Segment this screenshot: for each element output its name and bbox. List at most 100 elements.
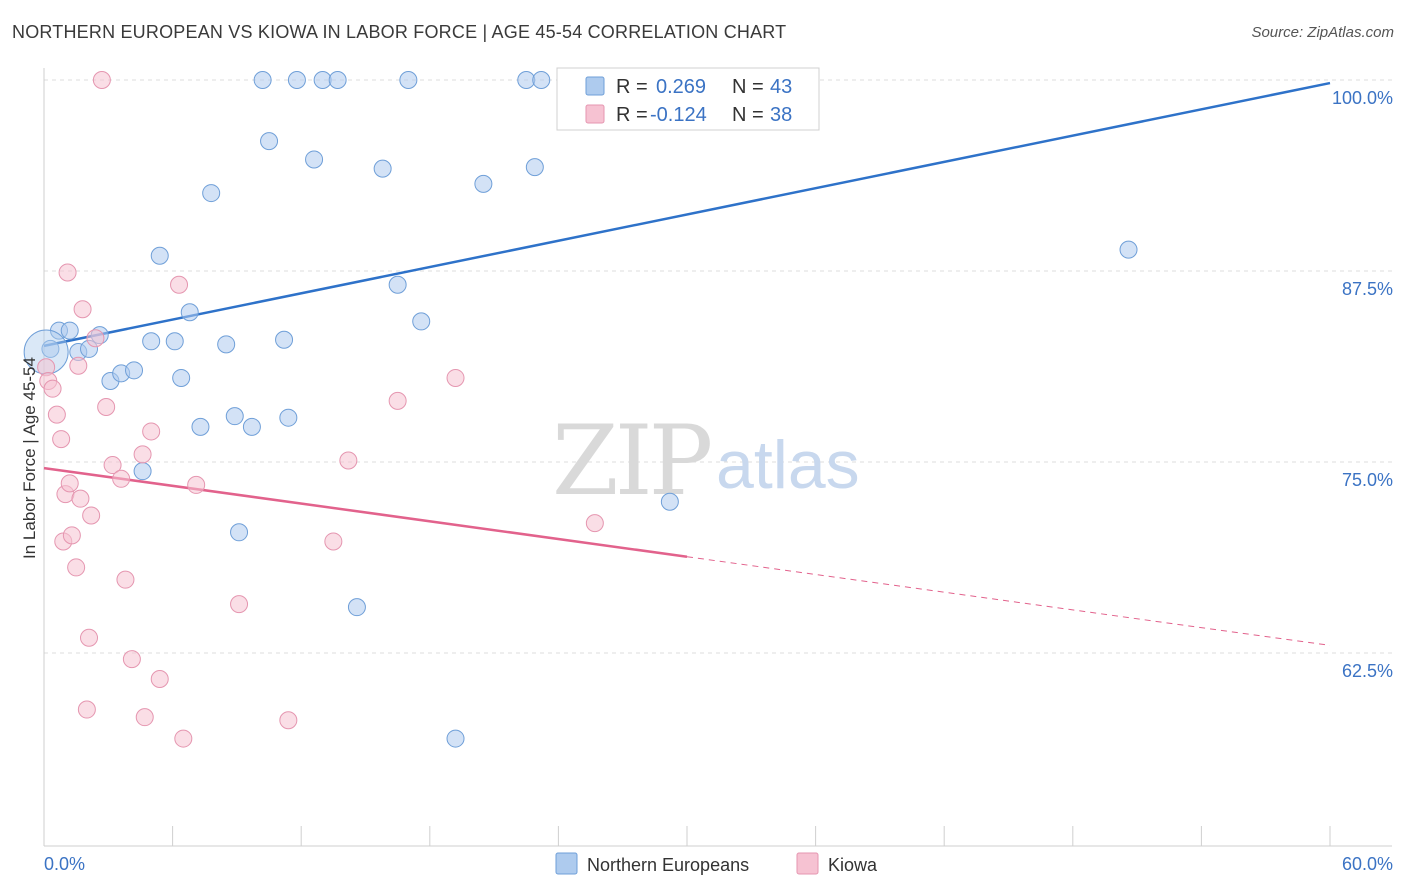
point-kiowa: [67, 558, 86, 577]
x-tick-labels: 0.0% 60.0%: [44, 854, 1393, 874]
point-kiowa: [71, 489, 90, 508]
point-northern-europeans: [399, 71, 418, 89]
point-kiowa: [92, 71, 111, 89]
x-tick-label: 60.0%: [1342, 854, 1393, 874]
point-northern-europeans: [313, 71, 332, 89]
point-kiowa: [82, 506, 101, 525]
point-northern-europeans: [305, 150, 324, 169]
point-kiowa: [52, 430, 71, 449]
point-kiowa: [230, 595, 249, 614]
watermark-atlas: atlas: [716, 427, 860, 503]
point-kiowa: [73, 300, 92, 319]
point-kiowa: [187, 475, 206, 494]
point-kiowa: [58, 263, 77, 282]
legend-n-label: N =: [732, 104, 764, 126]
point-northern-europeans: [474, 174, 493, 193]
point-kiowa: [80, 628, 99, 647]
point-kiowa: [77, 700, 96, 719]
trendline-kiowa-extrapolated: [686, 556, 1331, 646]
point-kiowa: [150, 669, 169, 688]
point-kiowa: [170, 275, 189, 294]
point-kiowa: [97, 397, 116, 416]
point-kiowa: [446, 368, 465, 387]
point-kiowa: [174, 729, 193, 748]
point-northern-europeans: [60, 321, 79, 340]
point-northern-europeans: [279, 408, 298, 427]
point-northern-europeans: [242, 417, 261, 436]
y-axis-title: In Labor Force | Age 45-54: [20, 357, 39, 559]
point-northern-europeans: [660, 492, 679, 511]
bottom-legend-label: Northern Europeans: [587, 855, 749, 875]
point-kiowa: [339, 451, 358, 470]
legend-r-value: 0.269: [656, 76, 706, 98]
y-tick-labels: 100.0% 87.5% 75.0% 62.5%: [1332, 88, 1393, 681]
bottom-legend-label: Kiowa: [828, 855, 878, 875]
chart-title: NORTHERN EUROPEAN VS KIOWA IN LABOR FORC…: [12, 22, 787, 42]
point-northern-europeans: [165, 332, 184, 351]
point-kiowa: [279, 711, 298, 730]
point-northern-europeans: [253, 71, 272, 89]
point-kiowa: [133, 445, 152, 464]
legend-r-value: -0.124: [650, 104, 707, 126]
y-tick-label: 100.0%: [1332, 88, 1393, 108]
point-northern-europeans: [225, 407, 244, 426]
trendlines: [43, 81, 1331, 646]
point-northern-europeans: [142, 332, 161, 351]
gridlines: [44, 79, 1392, 654]
point-northern-europeans: [1119, 240, 1138, 259]
trendline-northern-europeans: [43, 81, 1331, 348]
point-northern-europeans: [217, 335, 236, 354]
point-northern-europeans: [230, 523, 249, 542]
point-kiowa: [86, 329, 105, 348]
point-northern-europeans: [373, 159, 392, 178]
point-northern-europeans: [328, 71, 347, 89]
point-kiowa: [585, 514, 604, 533]
bottom-legend: Northern Europeans Kiowa: [555, 852, 878, 875]
point-kiowa: [142, 422, 161, 441]
point-northern-europeans: [275, 330, 294, 349]
point-kiowa: [62, 526, 81, 545]
legend-r-label: R =: [616, 104, 648, 126]
point-northern-europeans: [133, 462, 152, 481]
point-northern-europeans: [180, 303, 199, 322]
point-kiowa: [112, 469, 131, 488]
point-kiowa: [135, 708, 154, 727]
legend-box: R = 0.269 N = 43 R = -0.124 N = 38: [556, 67, 820, 131]
point-kiowa: [69, 356, 88, 375]
legend-n-value: 43: [770, 76, 792, 98]
point-kiowa: [122, 650, 141, 669]
source-label: Source: ZipAtlas.com: [1251, 24, 1394, 41]
point-kiowa: [324, 532, 343, 551]
legend-n-value: 38: [770, 104, 792, 126]
legend-swatch-pink: [585, 104, 605, 124]
point-northern-europeans: [260, 132, 279, 151]
point-northern-europeans: [388, 275, 407, 294]
y-tick-label: 75.0%: [1342, 470, 1393, 490]
point-northern-europeans: [532, 71, 551, 89]
point-northern-europeans: [347, 598, 366, 617]
legend-swatch-blue: [585, 76, 605, 96]
bottom-legend-swatch-blue: [555, 852, 578, 875]
axes: [43, 68, 1392, 847]
point-northern-europeans: [517, 71, 536, 89]
point-northern-europeans: [202, 184, 221, 203]
y-tick-label: 87.5%: [1342, 279, 1393, 299]
point-northern-europeans: [172, 368, 191, 387]
legend-r-label: R =: [616, 76, 648, 98]
legend-n-label: N =: [732, 76, 764, 98]
point-kiowa: [103, 456, 122, 475]
point-northern-europeans: [446, 729, 465, 748]
trendline-kiowa: [43, 466, 688, 558]
point-kiowa: [60, 474, 79, 493]
point-kiowa: [47, 405, 66, 424]
bottom-legend-swatch-pink: [796, 852, 819, 875]
point-kiowa: [388, 391, 407, 410]
point-kiowa: [116, 570, 135, 589]
point-northern-europeans: [150, 246, 169, 265]
data-points: [23, 71, 1138, 748]
point-northern-europeans: [525, 158, 544, 177]
watermark-zip: ZIP: [552, 405, 711, 517]
point-northern-europeans: [191, 417, 210, 436]
point-kiowa: [43, 379, 62, 398]
